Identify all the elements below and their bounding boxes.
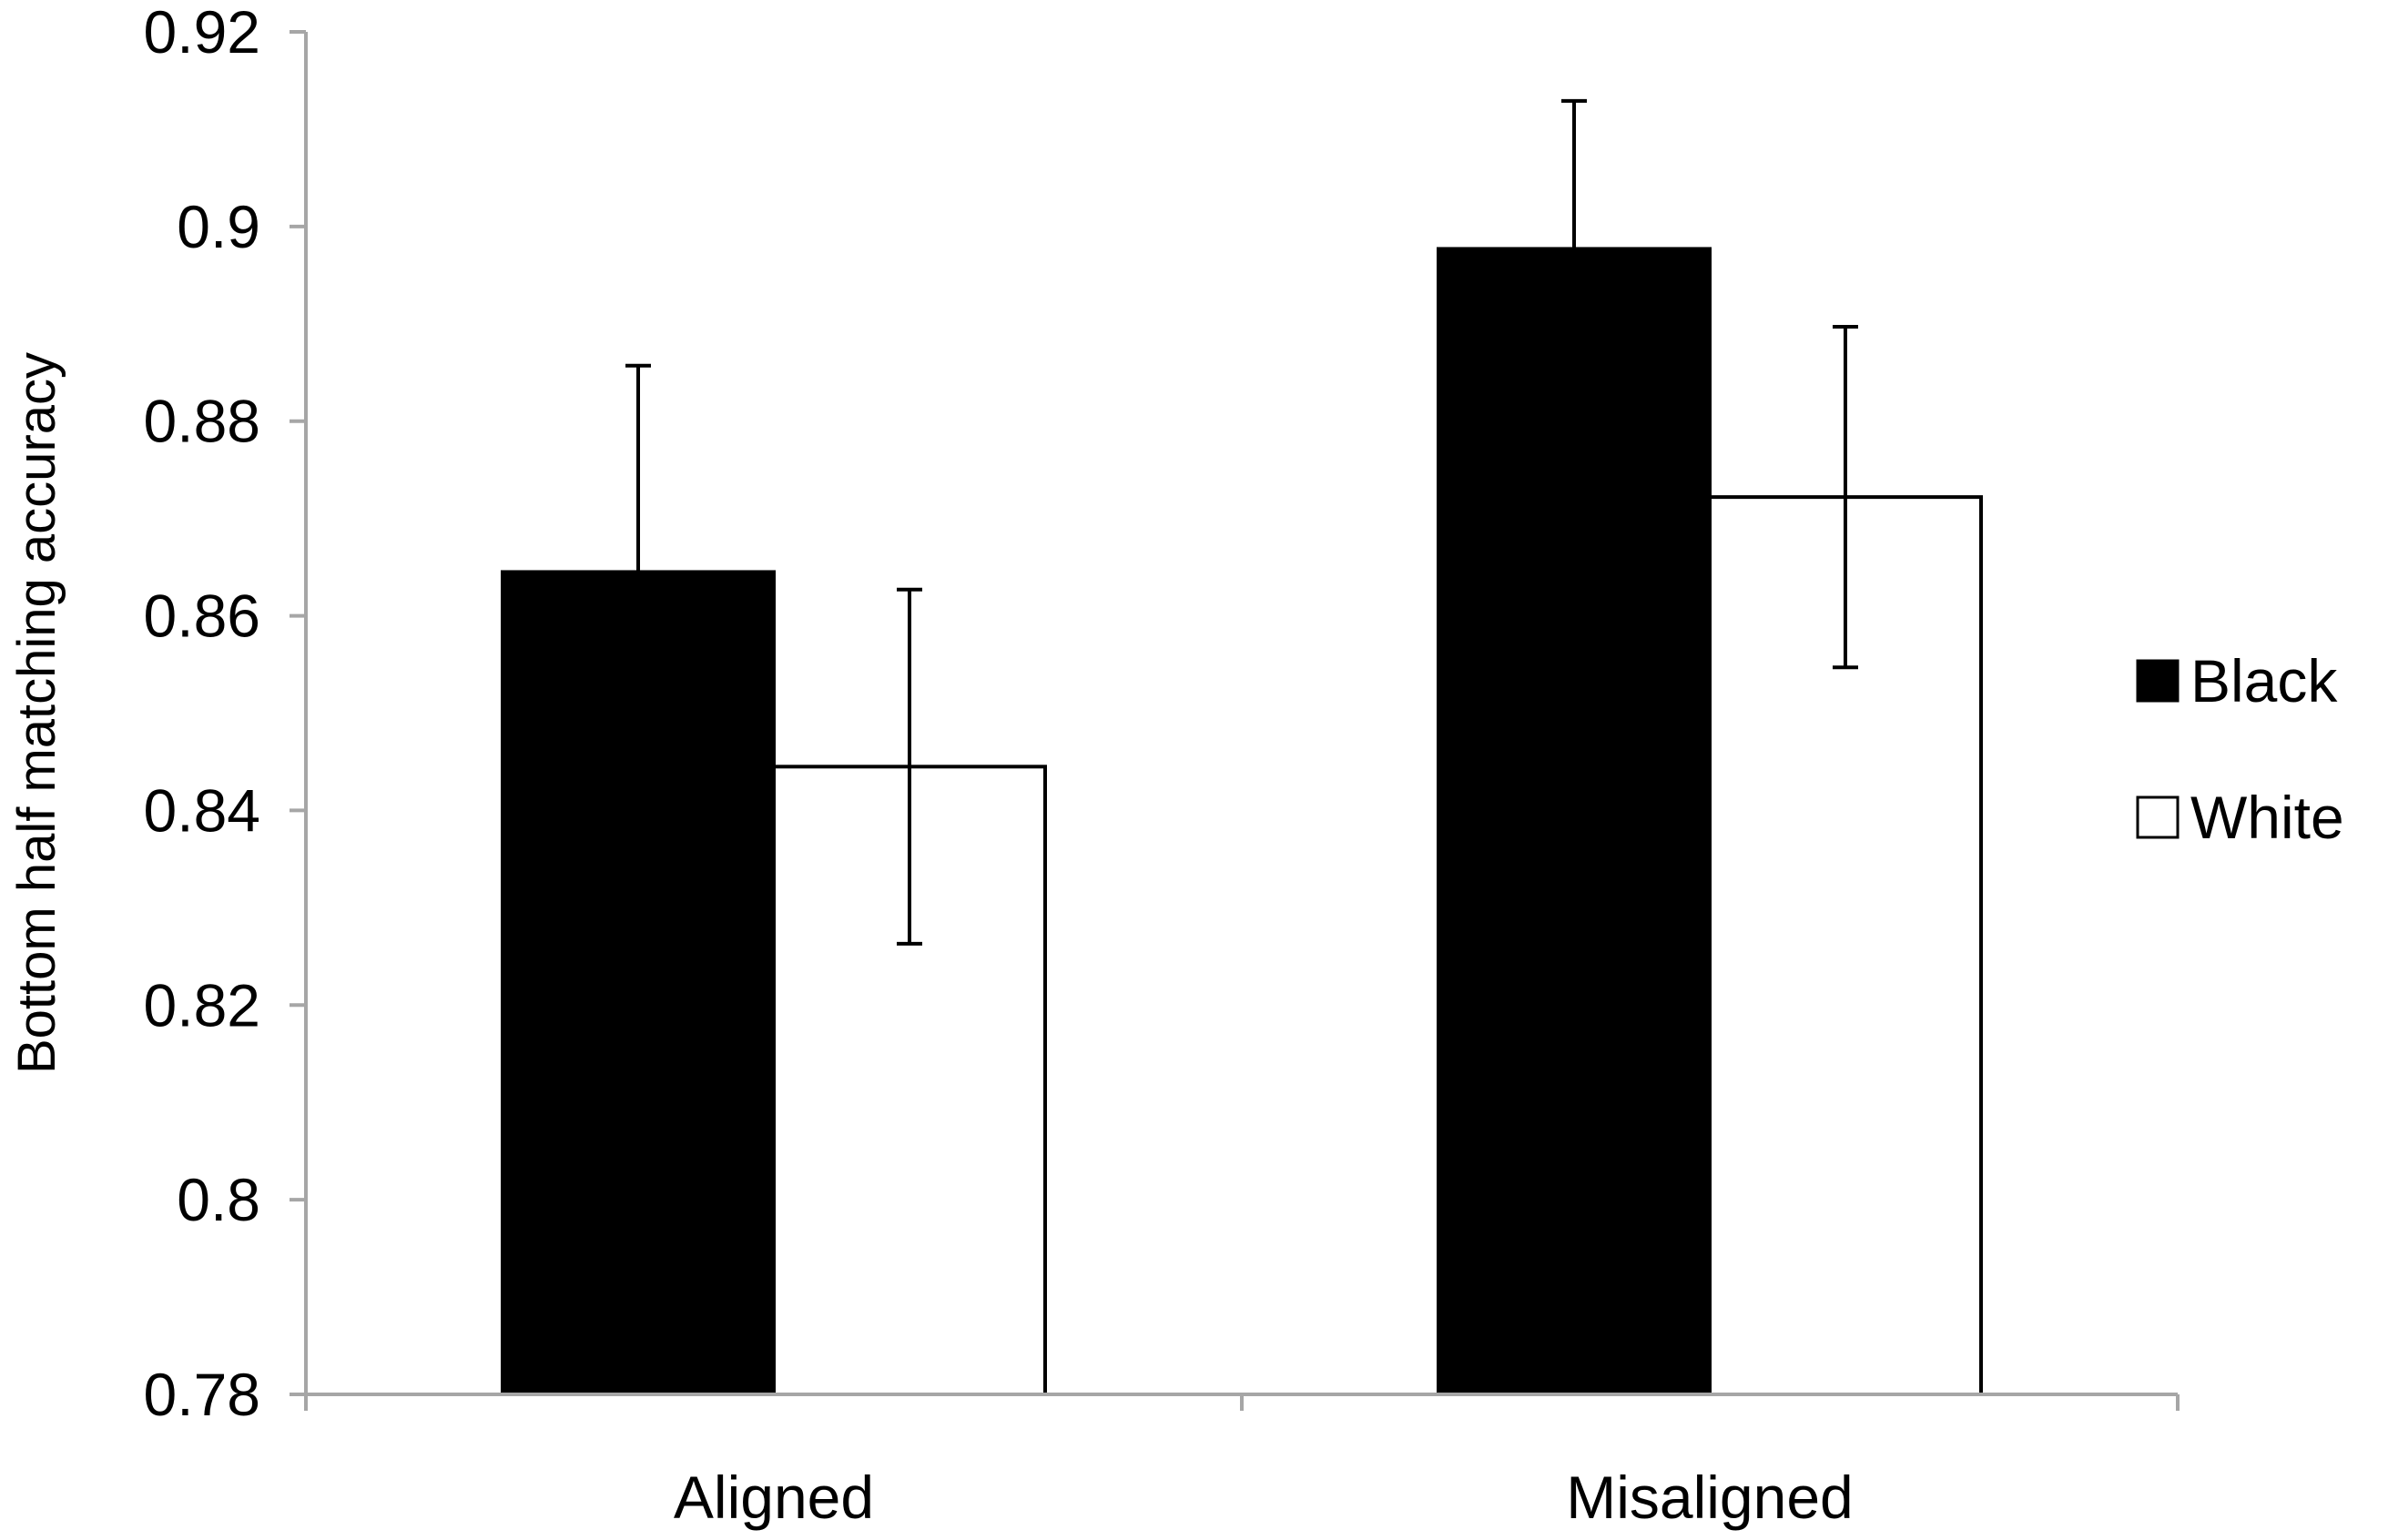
y-tick-label: 0.86 [144,583,260,650]
legend: Black White [2136,647,2344,851]
x-tick-label: Aligned [674,1464,874,1531]
y-axis-title: Bottom half matching accuracy [7,352,66,1074]
y-tick-label: 0.9 [177,193,260,260]
legend-label-black: Black [2190,647,2338,714]
bars-layer [501,247,1983,1397]
y-tick-label: 0.8 [177,1166,260,1233]
y-tick-label: 0.88 [144,388,260,455]
legend-swatch-white [2136,795,2180,839]
y-tick-label: 0.82 [144,971,260,1038]
bar-misaligned-black [1437,247,1712,1397]
labels-layer: Aligned Misaligned 0.78 0.8 0.82 0.84 0.86 0.88… [7,0,1854,1531]
legend-label-white: White [2190,784,2344,851]
axes-layer [290,30,2180,1411]
y-tick-label: 0.92 [144,0,260,66]
x-tick-label: Misaligned [1566,1464,1854,1531]
legend-swatch-black [2136,659,2180,703]
error-bars-layer [625,98,1858,946]
y-tick-label: 0.84 [144,776,260,844]
y-tick-label: 0.78 [144,1361,260,1428]
